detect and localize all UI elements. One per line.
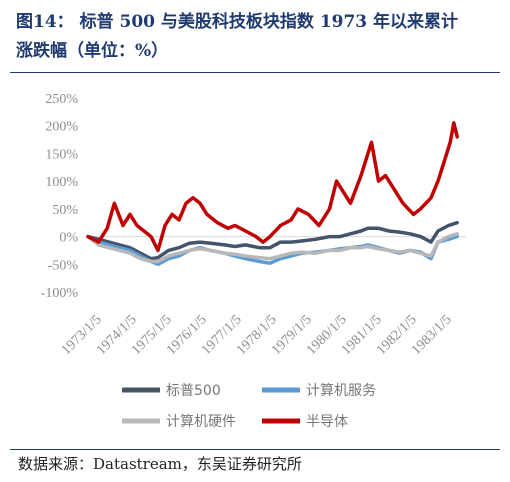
series-line-1 <box>86 220 459 261</box>
y-tick-label: 0% <box>59 231 78 246</box>
title-line-2: 涨跌幅（单位：%） <box>16 41 169 61</box>
legend-label: 半导体 <box>306 414 348 430</box>
y-axis-ticks: -100% -50% 0% 50% 100% 150% 200% 250% <box>41 92 79 301</box>
line-chart: -100% -50% 0% 50% 100% 150% 200% 250% 1973/1/51… <box>41 92 466 430</box>
series-line-3 <box>86 232 459 264</box>
title-line-1: 图14： 标普 500 与美股科技板块指数 1973 年以来累计 <box>16 12 459 32</box>
y-tick-label: 50% <box>52 203 78 218</box>
y-tick-label: 100% <box>45 175 78 190</box>
legend-label: 标普500 <box>166 383 221 399</box>
title-divider <box>10 72 500 73</box>
source-note: 数据来源：Datastream，东吴证券研究所 <box>18 455 302 473</box>
legend-label: 计算机服务 <box>306 383 376 399</box>
series-line-4 <box>86 121 459 253</box>
chart-title: 图14： 标普 500 与美股科技板块指数 1973 年以来累计 涨跌幅（单位：… <box>16 8 496 66</box>
y-tick-label: -50% <box>48 258 79 273</box>
y-tick-label: -100% <box>41 286 79 301</box>
legend-label: 计算机硬件 <box>166 414 236 430</box>
series-lines <box>86 121 459 267</box>
y-tick-label: 250% <box>45 92 78 107</box>
y-tick-label: 200% <box>45 120 78 135</box>
source-divider <box>10 449 500 450</box>
x-axis-ticks: 1973/1/51974/1/51975/1/51976/1/51977/1/5… <box>59 312 455 358</box>
y-tick-label: 150% <box>45 147 78 162</box>
